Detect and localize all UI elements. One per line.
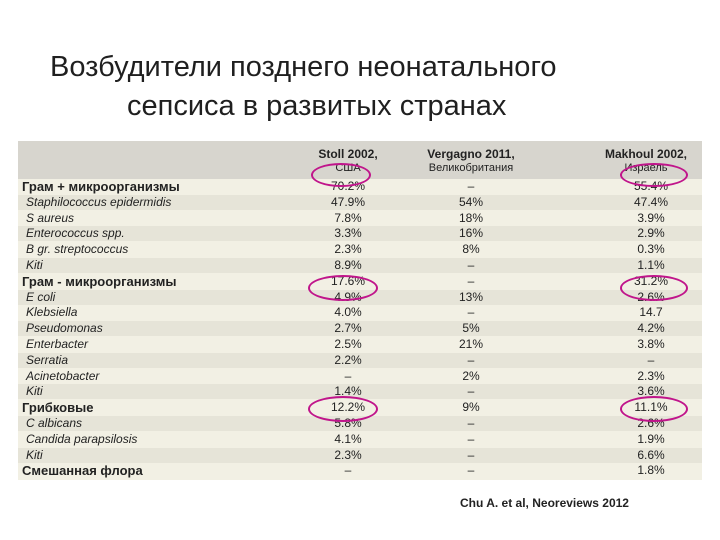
column-header-vergagno: Vergagno 2011, Великобритания	[408, 147, 534, 175]
row-value: 1.9%	[637, 431, 665, 446]
row-label: Pseudomonas	[26, 321, 103, 336]
row-label: Kiti	[26, 447, 43, 462]
row-value: 18%	[458, 210, 484, 225]
row-value: –	[467, 258, 475, 272]
table-row: B gr. streptococcus 2.3% 8% 0.3%	[18, 242, 702, 257]
row-value: 0.3%	[637, 242, 665, 257]
slide-title: Возбудители позднего неонатального сепси…	[0, 48, 720, 126]
row-value: 16%	[458, 226, 484, 241]
table-row: Kiti 2.3% – 6.6%	[18, 447, 702, 463]
table-row: Enterococcus spp. 3.3% 16% 2.9%	[18, 226, 702, 242]
table-group-row: Смешанная флора – – 1.8%	[18, 463, 702, 478]
row-value: 13%	[458, 289, 484, 304]
title-line-2: сепсиса в развитых странах	[127, 90, 507, 122]
row-value: 3.9%	[637, 210, 665, 225]
row-value: 6.6%	[637, 447, 665, 462]
row-value: 1.8%	[637, 463, 665, 478]
row-value: 2.2%	[334, 352, 362, 367]
row-value: 7.8%	[334, 210, 362, 225]
row-value: 21%	[458, 337, 484, 351]
row-value: 54%	[458, 194, 484, 209]
row-value: 14.7	[639, 305, 663, 320]
row-value: 3.8%	[637, 337, 665, 351]
row-label: Kiti	[26, 384, 43, 399]
row-value: 8.9%	[334, 258, 362, 272]
row-value: 2.3%	[334, 447, 362, 462]
row-value: 2.9%	[637, 226, 665, 241]
row-value: –	[344, 368, 352, 383]
table-row: S aureus 7.8% 18% 3.9%	[18, 211, 702, 226]
column-study: Makhoul 2002,	[604, 147, 688, 161]
row-value: –	[467, 416, 475, 430]
row-label: E coli	[26, 289, 56, 304]
row-label: S aureus	[26, 210, 75, 225]
row-value: 47.9%	[330, 194, 366, 209]
row-label: Грибковые	[22, 400, 94, 416]
row-value: 2.7%	[334, 321, 362, 336]
row-value: –	[467, 447, 475, 462]
highlight-ring	[308, 396, 378, 422]
table-row: Kiti 1.4% – 3.6%	[18, 384, 702, 400]
row-label: B gr. streptococcus	[26, 242, 129, 257]
row-value: –	[344, 463, 352, 478]
row-value: 1.1%	[637, 258, 665, 272]
table-row: Enterbacter 2.5% 21% 3.8%	[18, 337, 702, 352]
row-label: Грам + микроорганизмы	[22, 179, 180, 194]
row-value: –	[647, 352, 655, 367]
row-label: Klebsiella	[26, 305, 78, 320]
row-label: Candida parapsilosis	[26, 431, 138, 446]
row-label: Смешанная флора	[22, 463, 143, 479]
row-label: Acinetobacter	[26, 368, 100, 383]
row-value: –	[467, 384, 475, 399]
row-label: Serratia	[26, 352, 69, 367]
row-value: –	[467, 352, 475, 367]
row-value: –	[467, 431, 475, 446]
highlight-ring	[620, 163, 688, 187]
highlight-ring	[308, 275, 378, 301]
row-label: C albicans	[26, 416, 83, 430]
table-row: Acinetobacter – 2% 2.3%	[18, 369, 702, 384]
title-line-1: Возбудители позднего неонатального	[50, 51, 557, 83]
row-value: 4.1%	[334, 431, 362, 446]
table-row: Klebsiella 4.0% – 14.7	[18, 305, 702, 320]
table-row: Candida parapsilosis 4.1% – 1.9%	[18, 432, 702, 447]
column-study: Vergagno 2011,	[427, 147, 515, 161]
row-value: 3.6%	[637, 384, 665, 399]
row-value: 2.3%	[637, 368, 665, 383]
row-value: –	[467, 273, 475, 288]
row-label: Kiti	[26, 258, 43, 272]
table-row: Kiti 8.9% – 1.1%	[18, 258, 702, 273]
highlight-ring	[620, 396, 688, 422]
row-label: Грам - микроорганизмы	[22, 273, 177, 289]
row-label: Enterbacter	[26, 337, 89, 351]
row-label: Staphilococcus epidermidis	[26, 194, 172, 209]
row-value: –	[467, 305, 475, 320]
highlight-ring	[311, 163, 371, 187]
pathogens-table: Stoll 2002, США Vergagno 2011, Великобри…	[18, 141, 702, 480]
citation: Chu A. et al, Neoreviews 2012	[460, 496, 629, 510]
row-value: 2.3%	[334, 242, 362, 257]
row-value: 8%	[462, 242, 480, 257]
column-country: Великобритания	[428, 162, 514, 174]
row-value: –	[467, 463, 475, 478]
row-value: 2.5%	[334, 337, 362, 351]
row-value: 3.3%	[334, 226, 362, 241]
row-value: 9%	[462, 400, 480, 415]
row-label: Enterococcus spp.	[26, 226, 125, 241]
row-value: 1.4%	[334, 384, 362, 399]
table-row: C albicans 5.8% –2.6%	[18, 416, 702, 431]
row-value: 2%	[462, 368, 480, 383]
column-study: Stoll 2002,	[318, 147, 378, 161]
row-value: –	[467, 179, 475, 193]
highlight-ring	[620, 275, 688, 301]
table-row: Pseudomonas 2.7% 5% 4.2%	[18, 321, 702, 337]
table-row: Staphilococcus epidermidis 47.9% 54% 47.4%	[18, 194, 702, 210]
row-value: 4.2%	[637, 321, 665, 336]
row-value: 4.0%	[334, 305, 362, 320]
row-value: 5%	[462, 321, 480, 336]
table-row: Serratia 2.2% – –	[18, 352, 702, 368]
row-value: 47.4%	[633, 194, 669, 209]
